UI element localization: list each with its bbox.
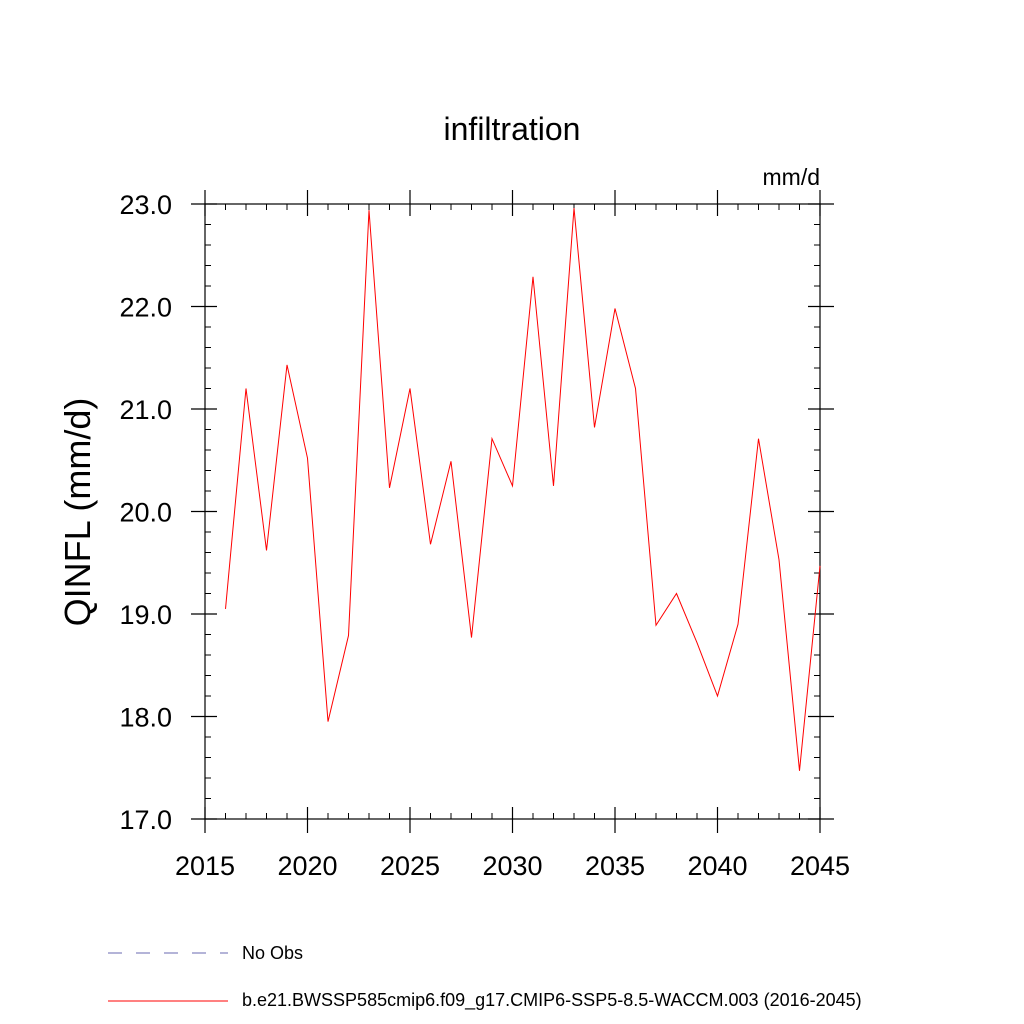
- y-tick-label: 23.0: [119, 190, 172, 220]
- x-tick-label: 2015: [175, 851, 235, 881]
- series-line-0: [225, 208, 821, 771]
- y-tick-label: 21.0: [119, 395, 172, 425]
- y-tick-labels: 17.0 18.0 19.0 20.0 21.0 22.0 23.0: [119, 190, 172, 835]
- legend-label-model-run: b.e21.BWSSP585cmip6.f09_g17.CMIP6-SSP5-8…: [242, 990, 862, 1011]
- y-tick-label: 22.0: [119, 293, 172, 323]
- y-axis-label: QINFL (mm/d): [57, 398, 98, 627]
- y-tick-label: 19.0: [119, 600, 172, 630]
- x-tick-labels: 2015 2020 2025 2030 2035 2040 2045: [175, 851, 850, 881]
- legend-label-no-obs: No Obs: [242, 943, 303, 963]
- y-tick-label: 18.0: [119, 703, 172, 733]
- x-tick-label: 2045: [790, 851, 850, 881]
- x-tick-label: 2035: [585, 851, 645, 881]
- units-label: mm/d: [763, 164, 821, 190]
- legend: No Obs b.e21.BWSSP585cmip6.f09_g17.CMIP6…: [108, 943, 862, 1011]
- chart-title: infiltration: [444, 111, 581, 147]
- x-tick-label: 2020: [277, 851, 337, 881]
- x-tick-label: 2040: [687, 851, 747, 881]
- y-tick-label: 17.0: [119, 805, 172, 835]
- major-ticks: [191, 190, 834, 833]
- x-tick-label: 2025: [380, 851, 440, 881]
- plot-frame: [204, 203, 821, 820]
- x-tick-label: 2030: [482, 851, 542, 881]
- minor-ticks: [204, 203, 821, 820]
- series-lines: [225, 208, 821, 771]
- y-tick-label: 20.0: [119, 498, 172, 528]
